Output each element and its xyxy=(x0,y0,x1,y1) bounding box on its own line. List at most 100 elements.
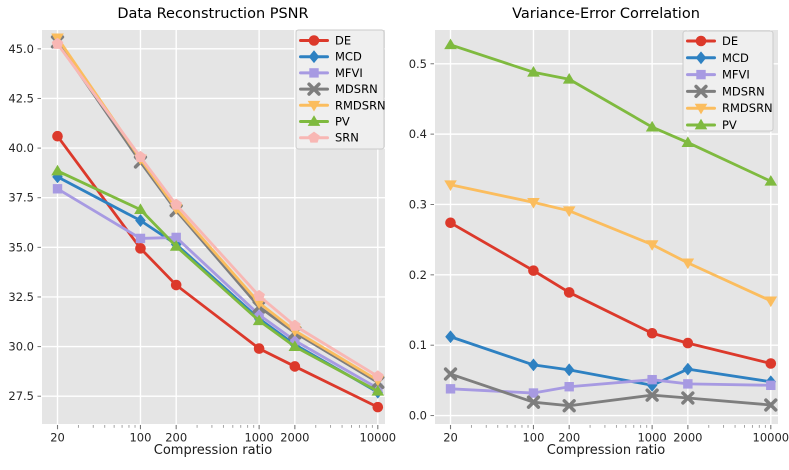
marker-triangle-up xyxy=(252,314,266,326)
tick-labels: 27.5 30.0 32.5 35.0 37.5 40.0 42.5 45.0 20 100 200… xyxy=(8,42,396,445)
marker-circle xyxy=(445,217,456,229)
tick-label: 20 xyxy=(443,431,458,445)
series-MFVI xyxy=(445,374,776,398)
marker-triangle-down xyxy=(444,180,457,191)
marker-x xyxy=(694,84,708,99)
marker-square xyxy=(445,384,456,394)
marker-square xyxy=(696,69,706,80)
tick-label: 40.0 xyxy=(8,141,34,155)
tick-label: 2000 xyxy=(673,431,702,445)
marker-triangle-up xyxy=(134,203,147,215)
marker-x xyxy=(562,399,576,413)
marker-square xyxy=(683,379,693,389)
legend-item-PV: PV xyxy=(686,118,737,132)
legend-label-MFVI: MFVI xyxy=(722,68,750,82)
legend-item-MFVI: MFVI xyxy=(686,68,750,82)
correlation-panel: 0.0 0.1 0.2 0.3 0.4 0.5 20 100 200 1000 2000 10000 D… xyxy=(409,30,789,445)
marker-circle xyxy=(135,243,146,254)
legend-label-MDSRN: MDSRN xyxy=(722,84,765,98)
left-xaxis-label: Compression ratio xyxy=(153,443,273,458)
marker-square xyxy=(647,374,657,385)
marker-triangle-down xyxy=(764,296,778,308)
marker-circle xyxy=(682,337,694,349)
tick-label: 45.0 xyxy=(8,42,34,56)
marker-triangle-up xyxy=(645,120,659,132)
marker-diamond xyxy=(528,358,539,372)
legend-label-RMDSRN: RMDSRN xyxy=(335,98,386,112)
tick-label: 0.4 xyxy=(409,127,427,141)
marker-triangle-down xyxy=(562,206,576,218)
marker-pentagon xyxy=(308,131,320,143)
marker-triangle-down xyxy=(307,100,321,112)
marker-circle xyxy=(528,265,539,276)
marker-circle xyxy=(372,401,384,413)
marker-diamond xyxy=(682,362,694,376)
legend-item-DE: DE xyxy=(299,34,351,48)
right-chart-title: Variance-Error Correlation xyxy=(512,6,700,22)
legend-label-DE: DE xyxy=(335,34,351,48)
marker-triangle-up xyxy=(527,66,540,77)
marker-square xyxy=(309,68,319,78)
marker-triangle-up xyxy=(51,164,64,176)
legend-box xyxy=(295,29,385,150)
legend-label-MCD: MCD xyxy=(335,50,362,64)
legend-label-PV: PV xyxy=(335,115,350,129)
marker-triangle-up xyxy=(307,115,321,126)
marker-pentagon xyxy=(134,150,147,162)
legend-label-DE: DE xyxy=(722,34,738,48)
tick-label: 2000 xyxy=(280,431,309,445)
marker-triangle-up xyxy=(681,136,695,147)
tick-label: 32.5 xyxy=(8,290,34,304)
marker-square xyxy=(135,233,146,244)
legend-item-MDSRN: MDSRN xyxy=(299,82,378,96)
legend-label-MDSRN: MDSRN xyxy=(335,82,378,96)
marker-circle xyxy=(695,35,707,47)
tick-label: 1000 xyxy=(637,431,666,445)
gridlines xyxy=(42,30,385,424)
marker-x xyxy=(526,395,541,409)
series-RMDSRN xyxy=(444,180,778,308)
legend-label-RMDSRN: RMDSRN xyxy=(722,101,773,115)
marker-triangle-down xyxy=(681,258,695,270)
series-DE xyxy=(445,217,777,369)
legend: DE MCD MFVI MDSRN RMDSRN PV SRN xyxy=(295,29,386,150)
series-SRN xyxy=(51,37,384,382)
legend-label-SRN: SRN xyxy=(335,131,359,145)
psnr-panel: 27.5 30.0 32.5 35.0 37.5 40.0 42.5 45.0 20 100 200… xyxy=(8,29,396,445)
tick-label: 10000 xyxy=(360,431,397,445)
tick-label: 0.5 xyxy=(409,57,427,71)
tick-label: 1000 xyxy=(244,431,273,445)
marker-circle xyxy=(308,35,320,46)
series-PV xyxy=(51,164,385,396)
legend-item-RMDSRN: RMDSRN xyxy=(686,101,773,115)
tick-label: 200 xyxy=(558,431,580,445)
marker-triangle-down xyxy=(527,197,540,209)
marker-diamond xyxy=(308,50,320,64)
tick-label: 200 xyxy=(165,431,187,445)
marker-square xyxy=(171,232,181,243)
marker-square xyxy=(52,184,63,194)
marker-x xyxy=(443,367,458,381)
tick-label: 0.1 xyxy=(409,338,427,352)
legend-item-RMDSRN: RMDSRN xyxy=(299,98,386,112)
legend-item-SRN: SRN xyxy=(299,131,359,145)
marker-pentagon xyxy=(371,370,384,382)
series-PV xyxy=(444,38,778,186)
legend-item-MCD: MCD xyxy=(299,50,362,64)
marker-pentagon xyxy=(170,198,182,210)
legend-item-PV: PV xyxy=(299,115,350,129)
marker-square xyxy=(564,382,574,392)
marker-x xyxy=(764,398,778,412)
marker-x xyxy=(307,82,321,96)
marker-triangle-up xyxy=(444,38,457,50)
tick-label: 0.3 xyxy=(409,197,427,211)
tick-label: 20 xyxy=(50,431,65,445)
tick-labels: 0.0 0.1 0.2 0.3 0.4 0.5 20 100 200 1000 2000 10000 xyxy=(409,57,789,445)
tick-label: 100 xyxy=(522,431,544,445)
marker-triangle-up xyxy=(169,240,183,251)
marker-triangle-down xyxy=(694,103,708,115)
marker-square xyxy=(528,388,539,398)
marker-pentagon xyxy=(289,319,301,331)
